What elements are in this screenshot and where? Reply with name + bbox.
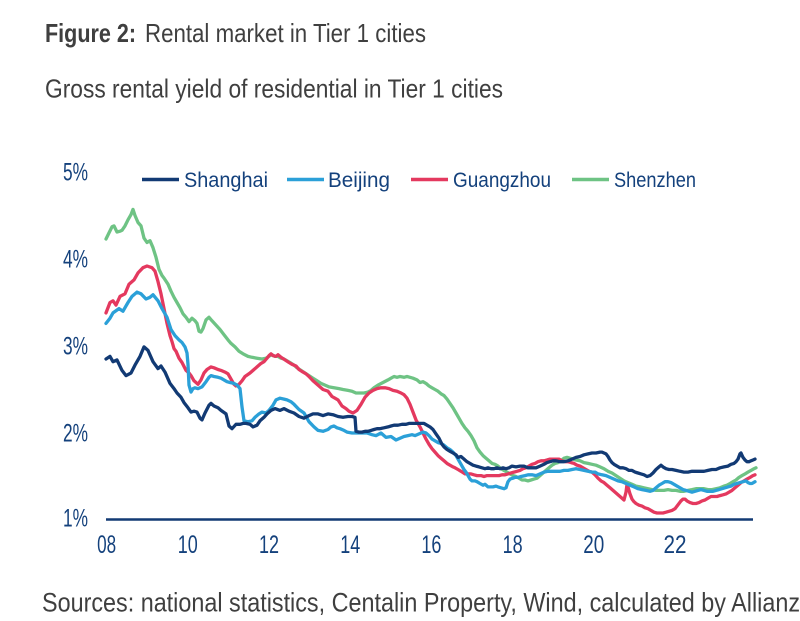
svg-text:Shenzhen: Shenzhen (614, 169, 696, 192)
svg-text:4%: 4% (63, 246, 88, 274)
svg-text:5%: 5% (63, 159, 88, 187)
svg-text:14: 14 (340, 531, 360, 559)
svg-text:Beijing: Beijing (328, 169, 390, 192)
svg-text:2%: 2% (63, 420, 88, 448)
svg-text:22: 22 (664, 531, 687, 559)
svg-text:Gross rental yield of resident: Gross rental yield of residential in Tie… (45, 74, 503, 104)
svg-text:18: 18 (503, 531, 523, 559)
svg-text:12: 12 (259, 531, 279, 559)
svg-text:Sources: national statistics,: Sources: national statistics, Centalin P… (42, 588, 800, 618)
svg-text:Rental market in Tier 1 cities: Rental market in Tier 1 cities (145, 18, 426, 48)
svg-text:10: 10 (178, 531, 198, 559)
svg-text:16: 16 (421, 531, 441, 559)
svg-text:08: 08 (97, 531, 116, 559)
svg-text:Figure 2:: Figure 2: (45, 18, 136, 48)
svg-text:20: 20 (583, 531, 604, 559)
svg-text:1%: 1% (63, 505, 88, 533)
svg-text:Guangzhou: Guangzhou (453, 169, 551, 192)
svg-text:3%: 3% (63, 333, 88, 361)
svg-text:Shanghai: Shanghai (184, 169, 268, 192)
